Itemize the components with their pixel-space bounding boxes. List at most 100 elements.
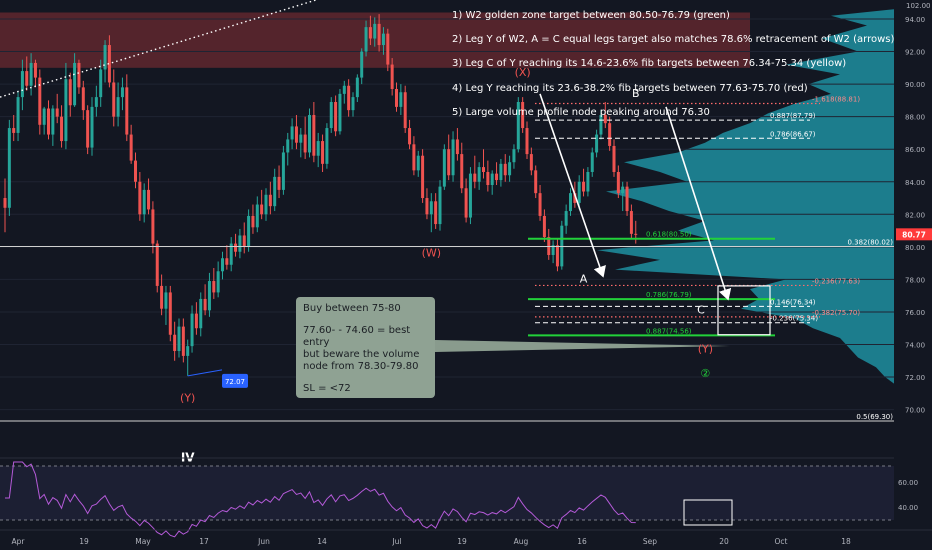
candle [247,209,251,252]
candle-body [368,27,372,39]
candle [229,237,233,272]
candle [281,145,285,195]
candle [412,136,416,176]
annotation-note-1: 1) W2 golden zone target between 80.50-7… [452,10,730,21]
fib-white-label: 0.786(86.67) [770,130,816,138]
candle [12,115,16,142]
candle-body [221,258,224,272]
candle [120,77,124,111]
price-tick-label: 90.00 [905,81,925,89]
candle-body [116,97,120,117]
candle [612,139,616,177]
candle [286,132,290,166]
candle [103,40,107,83]
candle-body [495,173,499,181]
time-tick-label: Jul [391,537,401,546]
price-axis[interactable]: 70.00 72.00 74.00 76.00 78.00 80.00 82.00 84.00… [896,0,932,415]
candle-body [12,128,16,133]
low-marker-line [187,369,223,377]
candle-body [242,235,246,247]
price-tick-label: 70.00 [905,407,925,415]
candle-body [538,193,542,216]
candle-body [42,108,46,125]
trendline-dotted [0,0,317,98]
candle [64,62,68,150]
candle-body [329,102,333,129]
candle-body [325,128,329,164]
candle [490,170,494,195]
candle [569,188,572,216]
time-tick-label: 19 [457,537,467,546]
candle [38,69,42,135]
wave-label: A [580,273,588,286]
candle [390,58,394,96]
candle [525,121,529,159]
wave-label: B [632,87,640,100]
fib-green-label: 0.887(74.56) [646,327,692,335]
candle-body [7,128,11,208]
horizontal-level-label: 0.382(80.02) [847,239,893,247]
candle-body [503,163,507,176]
candle-body [399,92,403,107]
candle-body [342,85,346,94]
candle [564,204,568,234]
candle [260,189,264,220]
time-tick-label: Sep [643,537,657,546]
candle [434,193,438,229]
time-tick-label: 20 [719,537,729,546]
candle [577,175,581,210]
candle-body [147,189,151,210]
candle-body [499,163,503,181]
candle [590,147,594,177]
candle [608,116,612,151]
candle [586,167,590,197]
candle [477,162,481,190]
rsi-tick-label: 60.00 [898,479,918,487]
time-axis[interactable]: Apr 19 May 17 Jun 14 Jul 19 Aug 16 Sep 20 Oct 18 [0,529,932,546]
candle-body [316,141,320,156]
candle-body [308,115,311,153]
candle [603,102,607,129]
candle-body [160,285,164,309]
candle-body [634,233,638,235]
fib-green-label: 0.786(76.79) [646,291,692,299]
candle [486,160,490,192]
candle [181,318,185,363]
candle [216,261,220,298]
target-box [717,285,771,336]
candle-body [551,245,555,255]
candle-body [386,33,390,65]
buy-callout-line-2: 77.60- - 74.60 = best entry but beware t… [303,325,420,372]
candle-body [360,51,364,78]
price-tick-label: 80.00 [905,244,925,252]
candle [42,106,46,135]
candle-body [490,173,494,186]
candle [429,193,433,233]
candle [616,165,620,199]
candle-body [338,93,342,132]
candle-body [312,115,316,156]
candle-body [181,326,185,356]
candle [312,102,316,163]
candle [25,56,29,91]
time-tick-label: Aug [514,537,529,546]
price-tick-label: 92.00 [905,49,925,57]
candle-body [416,155,420,171]
candle [351,92,355,117]
candle-body [486,171,490,186]
candle-body [473,173,477,182]
time-tick-label: 16 [577,537,587,546]
candle-body [251,215,255,228]
candle-body [216,271,220,293]
candle [529,147,533,176]
price-tick-label: 86.00 [905,146,925,154]
candle-body [290,126,294,140]
candle [377,14,381,52]
candle [194,302,198,335]
candle [33,59,37,88]
candle [395,82,398,112]
candle-body [60,116,64,142]
candle [277,165,281,199]
candle-body [455,139,459,155]
